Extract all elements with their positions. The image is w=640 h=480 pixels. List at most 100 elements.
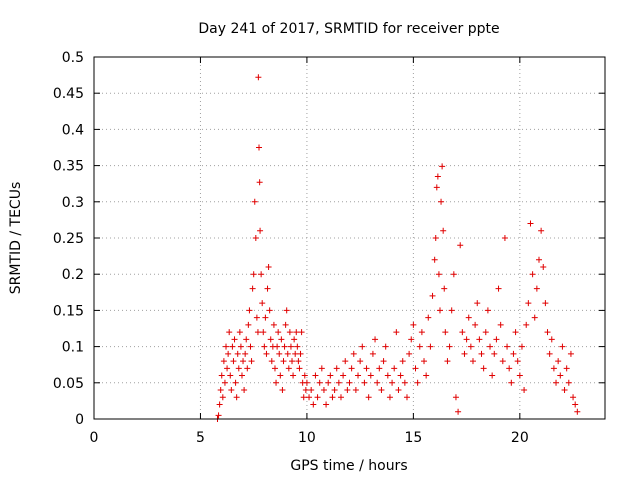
data-point: [258, 271, 265, 278]
data-point: [260, 329, 267, 336]
data-point: [265, 263, 272, 270]
data-point: [574, 408, 581, 415]
data-point: [408, 336, 415, 343]
data-point: [542, 300, 549, 307]
data-point: [289, 358, 296, 365]
data-point: [295, 358, 302, 365]
data-point: [246, 307, 253, 314]
data-point: [386, 394, 393, 401]
data-point: [333, 365, 340, 372]
data-point: [342, 358, 349, 365]
data-point: [431, 256, 438, 263]
data-point: [567, 350, 574, 357]
data-point: [357, 358, 364, 365]
data-point: [355, 372, 362, 379]
y-tick-label: 0.35: [53, 159, 84, 175]
data-point: [459, 329, 466, 336]
data-point: [399, 358, 406, 365]
data-point: [478, 350, 485, 357]
data-point: [274, 343, 281, 350]
data-point: [340, 372, 347, 379]
data-point: [241, 387, 248, 394]
data-point: [244, 365, 251, 372]
data-point: [275, 329, 282, 336]
data-point: [361, 379, 368, 386]
data-point: [376, 365, 383, 372]
data-point: [418, 329, 425, 336]
data-point: [425, 314, 432, 321]
data-point: [247, 343, 254, 350]
data-point: [237, 343, 244, 350]
data-point: [276, 350, 283, 357]
data-point: [234, 350, 241, 357]
y-tick-label: 0.15: [53, 303, 84, 319]
y-tick-label: 0.2: [62, 267, 84, 283]
data-point: [232, 379, 239, 386]
data-point: [497, 321, 504, 328]
data-point: [440, 227, 447, 234]
data-point: [493, 336, 500, 343]
data-point: [516, 372, 523, 379]
data-point: [450, 271, 457, 278]
data-point: [302, 387, 309, 394]
data-point: [501, 235, 508, 241]
data-point: [525, 300, 532, 307]
data-point: [469, 358, 476, 365]
data-point: [436, 307, 443, 314]
data-point: [369, 350, 376, 357]
data-point: [506, 365, 513, 372]
data-point: [344, 387, 351, 394]
data-point: [555, 358, 562, 365]
data-point: [429, 292, 436, 299]
data-point: [228, 387, 235, 394]
y-tick-label: 0.3: [62, 195, 84, 211]
data-point: [559, 343, 566, 350]
data-point: [433, 184, 440, 191]
data-point: [533, 285, 540, 292]
data-point: [323, 401, 330, 408]
data-point: [236, 329, 243, 336]
data-point: [281, 343, 288, 350]
y-tick-label: 0.1: [62, 340, 84, 356]
data-point: [423, 372, 430, 379]
data-point: [463, 336, 470, 343]
data-point: [327, 372, 334, 379]
data-point: [337, 394, 344, 401]
data-point: [538, 227, 545, 234]
data-point: [421, 358, 428, 365]
data-point: [256, 144, 263, 151]
x-tick-label: 20: [511, 430, 529, 446]
data-point: [540, 263, 547, 270]
data-point: [226, 329, 233, 336]
data-point: [384, 372, 391, 379]
data-point: [448, 307, 455, 314]
data-point: [444, 358, 451, 365]
data-point: [310, 401, 317, 408]
data-point: [472, 321, 479, 328]
data-point: [285, 365, 292, 372]
data-point: [264, 285, 271, 292]
data-point: [286, 329, 293, 336]
data-point: [291, 336, 298, 343]
data-point: [215, 412, 222, 419]
y-axis-label: SRMTID / TECUs: [8, 182, 24, 295]
data-point: [461, 350, 468, 357]
data-point: [314, 394, 321, 401]
data-point: [346, 379, 353, 386]
y-tick-label: 0.4: [62, 122, 84, 138]
data-point: [359, 343, 366, 350]
data-point: [348, 365, 355, 372]
data-point: [217, 387, 224, 394]
data-point: [318, 365, 325, 372]
data-point: [414, 379, 421, 386]
data-point: [487, 343, 494, 350]
data-point: [546, 350, 553, 357]
data-point: [367, 372, 374, 379]
data-point: [259, 300, 266, 307]
data-point: [484, 307, 491, 314]
data-point: [412, 365, 419, 372]
data-point: [257, 227, 264, 234]
y-tick-label: 0.45: [53, 86, 84, 102]
data-point: [365, 394, 372, 401]
data-point: [253, 314, 260, 321]
